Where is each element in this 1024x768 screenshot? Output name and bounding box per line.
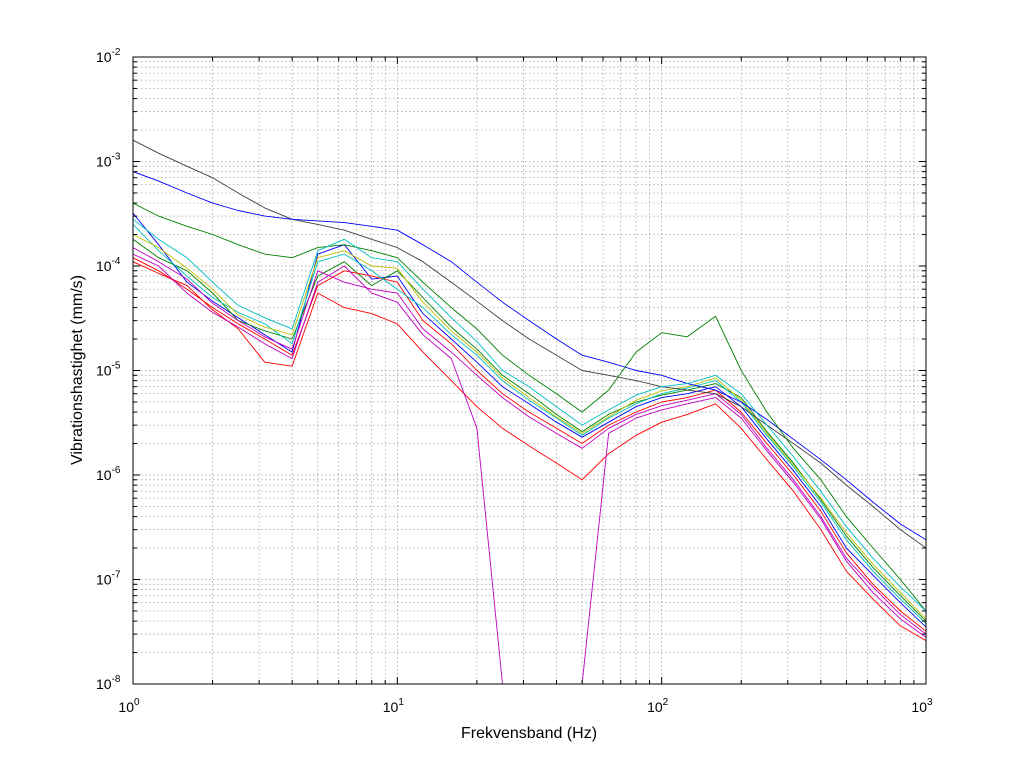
series-lines (133, 139, 926, 684)
x-tick-label: 100 (118, 697, 140, 715)
x-tick-exp: 1 (398, 697, 404, 708)
y-tick-exp: -4 (112, 256, 121, 267)
x-axis-label: Frekvensband (Hz) (461, 725, 597, 742)
y-tick-exp: -6 (112, 465, 121, 476)
x-tick-label: 102 (647, 697, 669, 715)
series-line (133, 171, 926, 541)
series-line (133, 212, 926, 628)
y-tick-exp: -5 (112, 361, 121, 372)
x-tick-base: 10 (383, 699, 399, 715)
y-axis-label: Vibrationshastighet (mm/s) (69, 275, 86, 465)
y-tick-exp: -2 (112, 47, 121, 58)
series-line (133, 224, 926, 624)
x-tick-base: 10 (911, 699, 927, 715)
y-tick-base: 10 (96, 572, 112, 588)
y-tick-exp: -7 (112, 570, 121, 581)
x-tick-base: 10 (647, 699, 663, 715)
series-line (133, 139, 926, 549)
y-tick-label: 10-3 (96, 152, 121, 170)
series-line (133, 234, 926, 620)
series-line (133, 238, 926, 622)
y-tick-label: 10-5 (96, 361, 121, 379)
x-tick-base: 10 (118, 699, 134, 715)
x-tick-exp: 3 (927, 697, 933, 708)
y-tick-label: 10-8 (96, 674, 121, 692)
x-tick-exp: 2 (663, 697, 669, 708)
series-line (133, 261, 926, 641)
x-tick-label: 103 (911, 697, 933, 715)
y-tick-exp: -8 (112, 674, 121, 685)
series-line (133, 247, 926, 635)
grid (132, 56, 927, 685)
series-line (133, 218, 926, 612)
y-tick-label: 10-2 (96, 47, 121, 65)
y-tick-label: 10-7 (96, 570, 121, 588)
y-tick-base: 10 (96, 363, 112, 379)
y-tick-exp: -3 (112, 152, 121, 163)
series-line (133, 202, 926, 612)
series-line (133, 257, 926, 632)
x-tick-exp: 0 (134, 697, 140, 708)
y-tick-base: 10 (96, 49, 112, 65)
y-tick-label: 10-6 (96, 465, 121, 483)
x-tick-label: 101 (383, 697, 405, 715)
y-tick-label: 10-4 (96, 256, 121, 274)
y-tick-labels: 10-810-710-610-510-410-310-2 (96, 47, 121, 692)
y-tick-base: 10 (96, 154, 112, 170)
series-line (133, 253, 926, 684)
y-tick-base: 10 (96, 258, 112, 274)
y-tick-base: 10 (96, 676, 112, 692)
y-tick-base: 10 (96, 467, 112, 483)
x-tick-labels: 100 101 102 103 (118, 697, 933, 715)
axis-ticks (132, 56, 927, 685)
